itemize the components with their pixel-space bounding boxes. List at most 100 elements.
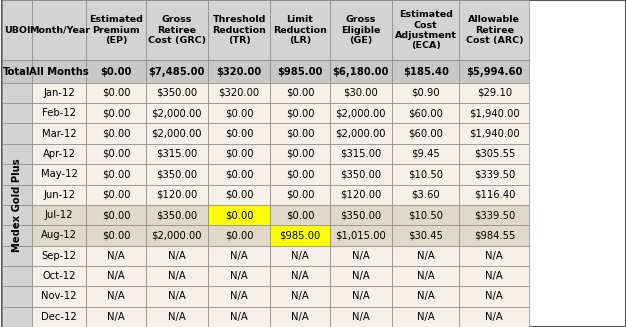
FancyBboxPatch shape [330,184,392,205]
FancyBboxPatch shape [2,0,32,60]
Text: N/A: N/A [352,291,370,301]
Text: N/A: N/A [230,291,248,301]
Text: $10.50: $10.50 [408,169,443,179]
FancyBboxPatch shape [392,286,459,307]
FancyBboxPatch shape [330,246,392,266]
FancyBboxPatch shape [330,307,392,327]
Text: N/A: N/A [486,251,503,261]
FancyBboxPatch shape [146,164,208,184]
Text: $350.00: $350.00 [156,88,197,98]
FancyBboxPatch shape [208,246,270,266]
Text: $2,000.00: $2,000.00 [151,108,202,118]
FancyBboxPatch shape [146,144,208,164]
Text: $350.00: $350.00 [341,169,381,179]
Text: $350.00: $350.00 [156,169,197,179]
FancyBboxPatch shape [208,205,270,225]
FancyBboxPatch shape [208,124,270,144]
Text: $2,000.00: $2,000.00 [336,129,386,139]
Text: N/A: N/A [168,271,186,281]
FancyBboxPatch shape [86,0,146,60]
FancyBboxPatch shape [2,164,32,184]
Text: $0.00: $0.00 [225,231,254,240]
FancyBboxPatch shape [459,307,530,327]
FancyBboxPatch shape [459,83,530,103]
Text: $116.40: $116.40 [474,190,515,200]
Text: N/A: N/A [291,312,309,322]
FancyBboxPatch shape [330,144,392,164]
FancyBboxPatch shape [392,103,459,124]
Text: N/A: N/A [107,312,125,322]
Text: $0.00: $0.00 [101,108,130,118]
Text: $0.00: $0.00 [285,129,314,139]
Text: $0.00: $0.00 [285,169,314,179]
FancyBboxPatch shape [330,103,392,124]
FancyBboxPatch shape [86,286,146,307]
Text: $0.00: $0.00 [101,190,130,200]
FancyBboxPatch shape [459,60,530,83]
Text: $120.00: $120.00 [156,190,197,200]
Text: Apr-12: Apr-12 [43,149,76,159]
Text: $0.00: $0.00 [225,210,254,220]
FancyBboxPatch shape [86,103,146,124]
Text: $0.00: $0.00 [101,149,130,159]
FancyBboxPatch shape [208,266,270,286]
Text: $0.00: $0.00 [225,190,254,200]
FancyBboxPatch shape [392,124,459,144]
Text: Threshold
Reduction
(TR): Threshold Reduction (TR) [212,15,266,45]
FancyBboxPatch shape [32,225,86,246]
Text: $2,000.00: $2,000.00 [151,129,202,139]
FancyBboxPatch shape [270,0,330,60]
FancyBboxPatch shape [32,60,86,83]
FancyBboxPatch shape [459,286,530,307]
Text: Medex Gold Plus: Medex Gold Plus [12,158,22,252]
FancyBboxPatch shape [32,246,86,266]
Text: N/A: N/A [291,251,309,261]
Text: $0.00: $0.00 [101,210,130,220]
Text: N/A: N/A [291,291,309,301]
FancyBboxPatch shape [2,124,32,144]
FancyBboxPatch shape [330,225,392,246]
FancyBboxPatch shape [270,246,330,266]
FancyBboxPatch shape [208,144,270,164]
Text: N/A: N/A [291,271,309,281]
Text: Sep-12: Sep-12 [42,251,76,261]
Text: $0.00: $0.00 [285,108,314,118]
FancyBboxPatch shape [392,184,459,205]
FancyBboxPatch shape [32,124,86,144]
FancyBboxPatch shape [459,266,530,286]
FancyBboxPatch shape [146,103,208,124]
FancyBboxPatch shape [208,83,270,103]
FancyBboxPatch shape [459,225,530,246]
Text: May-12: May-12 [41,169,78,179]
FancyBboxPatch shape [86,246,146,266]
FancyBboxPatch shape [392,164,459,184]
Text: $0.00: $0.00 [225,149,254,159]
FancyBboxPatch shape [32,103,86,124]
FancyBboxPatch shape [270,144,330,164]
Text: $60.00: $60.00 [408,108,443,118]
FancyBboxPatch shape [392,266,459,286]
Text: $0.00: $0.00 [101,88,130,98]
FancyBboxPatch shape [208,286,270,307]
FancyBboxPatch shape [330,286,392,307]
Text: $1,940.00: $1,940.00 [469,129,520,139]
FancyBboxPatch shape [146,266,208,286]
Text: $0.00: $0.00 [285,88,314,98]
FancyBboxPatch shape [208,0,270,60]
Text: Allowable
Retiree
Cost (ARC): Allowable Retiree Cost (ARC) [466,15,523,45]
Text: N/A: N/A [486,312,503,322]
Text: Gross
Eligible
(GE): Gross Eligible (GE) [341,15,381,45]
Text: Jan-12: Jan-12 [43,88,75,98]
Text: N/A: N/A [230,251,248,261]
FancyBboxPatch shape [32,83,86,103]
FancyBboxPatch shape [2,286,32,307]
Text: Limit
Reduction
(LR): Limit Reduction (LR) [273,15,327,45]
Text: $6,180.00: $6,180.00 [332,67,389,77]
FancyBboxPatch shape [270,164,330,184]
FancyBboxPatch shape [392,307,459,327]
Text: $3.60: $3.60 [411,190,440,200]
FancyBboxPatch shape [330,124,392,144]
FancyBboxPatch shape [86,184,146,205]
FancyBboxPatch shape [2,205,32,225]
Text: Gross
Retiree
Cost (GRC): Gross Retiree Cost (GRC) [148,15,206,45]
